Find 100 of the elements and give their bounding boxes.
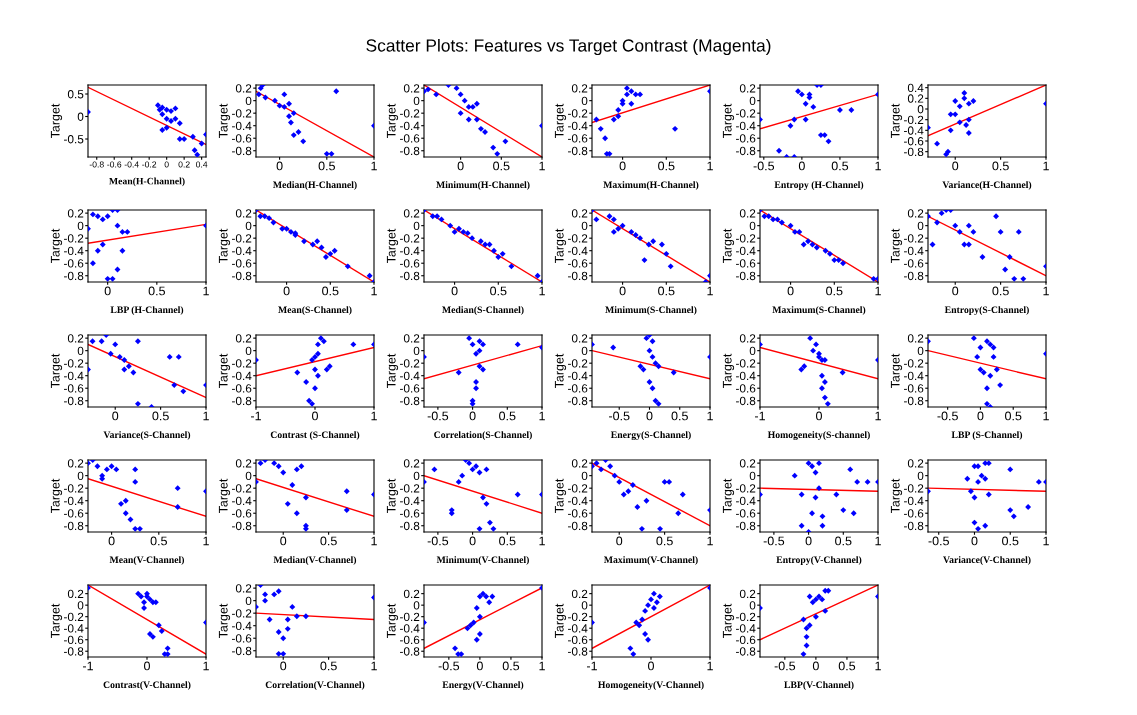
point xyxy=(465,116,472,123)
y-tick-label: -0.2 xyxy=(232,484,252,493)
x-axis-title: Median(V-Channel) xyxy=(273,556,357,565)
point xyxy=(819,372,825,379)
y-tick-label: -0.2 xyxy=(568,109,588,118)
point xyxy=(467,622,474,629)
point xyxy=(1020,275,1027,282)
point xyxy=(158,628,165,635)
x-axis-title: Entropy(S-Channel) xyxy=(944,306,1029,315)
x-tick-label: 0 xyxy=(469,411,476,421)
y-tick-label: -0.8 xyxy=(568,647,588,656)
point xyxy=(469,103,476,110)
point xyxy=(464,230,471,237)
point xyxy=(99,216,106,223)
point xyxy=(982,522,989,529)
y-tick-label: -0.2 xyxy=(736,612,756,622)
point xyxy=(194,151,201,157)
point xyxy=(984,400,990,407)
y-tick-label: 0.2 xyxy=(907,459,924,468)
y-tick-label: 0.2 xyxy=(67,589,84,599)
x-axis-title: Maximum(V-Channel) xyxy=(604,556,698,565)
point xyxy=(1010,513,1017,520)
point xyxy=(963,122,970,128)
y-tick-label: -0.8 xyxy=(400,521,420,531)
point xyxy=(840,507,847,514)
y-tick-label: -0.8 xyxy=(232,271,252,281)
y-tick-label: -0.4 xyxy=(232,371,252,381)
x-tick-label: 1 xyxy=(875,411,881,421)
x-tick-label: 0.5 xyxy=(658,161,675,171)
point xyxy=(286,100,292,107)
point xyxy=(615,107,622,113)
x-tick-label: 0.5 xyxy=(152,411,169,421)
x-tick-label: 0 xyxy=(787,286,794,296)
y-axis-title: Target xyxy=(386,353,399,389)
y-tick-label: -0.2 xyxy=(64,484,84,493)
point xyxy=(798,91,805,98)
y-tick-label: 0 xyxy=(413,471,420,481)
y-tick-label: -0.6 xyxy=(64,635,84,645)
point xyxy=(114,222,121,229)
point xyxy=(638,525,645,532)
point xyxy=(633,619,640,626)
y-tick-label: 0.2 xyxy=(739,209,756,218)
y-axis-title: Target xyxy=(890,478,903,514)
y-tick-label: 0 xyxy=(581,471,588,481)
x-tick-label: 1 xyxy=(539,661,545,671)
x-tick-label: 0 xyxy=(648,661,654,671)
y-tick-label: -0.6 xyxy=(568,635,588,645)
point xyxy=(593,116,600,123)
point xyxy=(489,593,496,600)
point xyxy=(298,463,305,470)
y-tick-label: 0 xyxy=(413,346,420,356)
x-tick-label: 0.5 xyxy=(671,411,688,421)
point xyxy=(514,341,521,348)
point xyxy=(945,148,951,155)
point xyxy=(166,353,173,360)
y-tick-label: -0.4 xyxy=(568,496,588,506)
x-tick-label: 0 xyxy=(469,536,476,546)
y-tick-label: 0 xyxy=(245,471,252,481)
y-tick-label: 0 xyxy=(77,112,84,121)
y-tick-label: 0.2 xyxy=(739,334,756,343)
y-tick-label: -0.4 xyxy=(400,624,420,633)
point xyxy=(649,338,656,345)
x-tick-label: 1 xyxy=(203,661,209,671)
point xyxy=(965,130,972,136)
x-tick-label: 1 xyxy=(707,411,713,421)
point xyxy=(309,241,316,248)
point xyxy=(480,494,486,501)
x-tick-label: 0.5 xyxy=(992,286,1009,296)
point xyxy=(309,400,315,407)
point xyxy=(848,107,855,113)
y-tick-label: -0.6 xyxy=(904,137,924,146)
point xyxy=(366,272,373,279)
point xyxy=(118,500,124,507)
y-tick-label: 0.2 xyxy=(403,589,420,599)
x-tick-label: 1 xyxy=(203,286,209,296)
y-tick-label: -0.4 xyxy=(736,246,756,256)
point xyxy=(813,244,820,251)
point xyxy=(473,605,480,611)
y-axis-title: Target xyxy=(554,478,567,514)
y-tick-label: -0.6 xyxy=(64,509,84,518)
point xyxy=(289,482,296,488)
y-tick-label: -0.4 xyxy=(400,496,420,506)
point xyxy=(628,100,635,107)
x-tick-label: 0.2 xyxy=(178,161,190,168)
point xyxy=(648,596,654,603)
x-tick-label: 1 xyxy=(1043,411,1049,421)
point xyxy=(620,491,627,498)
point xyxy=(476,631,483,637)
point xyxy=(864,478,871,485)
x-tick-label: 0 xyxy=(457,161,464,171)
y-tick-label: -0.6 xyxy=(232,634,252,643)
y-tick-label: 0 xyxy=(77,221,84,231)
point xyxy=(956,228,963,235)
point xyxy=(607,463,614,470)
y-tick-label: -0.2 xyxy=(904,115,924,125)
x-tick-label: 0.5 xyxy=(1005,411,1022,421)
y-tick-label: -0.2 xyxy=(568,484,588,493)
y-tick-label: 0 xyxy=(413,601,420,610)
point xyxy=(809,510,815,517)
point xyxy=(495,254,502,260)
